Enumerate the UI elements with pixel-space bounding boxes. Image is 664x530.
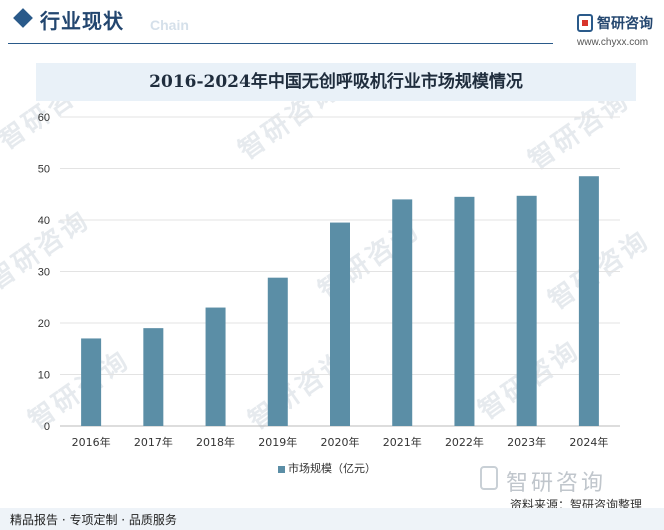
x-tick-label: 2016年 (72, 435, 111, 449)
x-tick-label: 2018年 (196, 435, 235, 449)
bar-chart: 0 10 20 30 40 50 60 2016年 2017年 2018年 2019年 2020年 20… (38, 112, 620, 449)
x-tick-label: 2023年 (507, 435, 546, 449)
y-tick-label: 10 (38, 370, 50, 382)
brand-logo-watermark: 智研咨询 (480, 465, 660, 496)
x-tick-label: 2021年 (383, 435, 422, 449)
x-tick-label: 2020年 (321, 435, 360, 449)
bar (330, 222, 350, 426)
brand-url: www.chyxx.com (577, 37, 649, 48)
bar (81, 338, 102, 426)
brand-logo: 智研咨询 www.chyxx.com (577, 12, 657, 52)
bar (143, 328, 164, 426)
footer-bar (0, 508, 664, 530)
brand-logo-icon (480, 466, 498, 490)
brand-name-large: 智研咨询 (506, 471, 607, 496)
x-tick-label: 2024年 (569, 435, 608, 449)
legend-label: 市场规模（亿元） (288, 462, 376, 475)
bar (516, 195, 537, 426)
bar (267, 277, 288, 426)
y-tick-label: 30 (38, 267, 50, 279)
header-divider (8, 43, 553, 44)
chart-title-band (36, 63, 636, 101)
bar (205, 307, 226, 426)
y-tick-label: 60 (38, 112, 50, 124)
chart-legend: 市场规模（亿元） (278, 460, 376, 476)
bar (454, 196, 475, 426)
bar (578, 176, 599, 426)
brand-name: 智研咨询 (597, 16, 653, 32)
y-tick-label: 20 (38, 318, 50, 330)
footer-tagline: 精品报告 · 专项定制 · 品质服务 (10, 513, 177, 527)
bar (392, 199, 413, 426)
brand-logo-icon (577, 14, 593, 32)
page-header: 行业现状 Chain (0, 0, 664, 48)
y-tick-label: 40 (38, 215, 50, 227)
y-tick-label: 50 (38, 164, 50, 176)
x-tick-label: 2019年 (258, 435, 297, 449)
legend-swatch (278, 465, 285, 473)
chart-title: 2016-2024年中国无创呼吸机行业市场规模情况 (149, 72, 523, 92)
x-tick-label: 2022年 (445, 435, 484, 449)
section-ghost-text: Chain (150, 17, 189, 33)
section-title: 行业现状 (40, 9, 124, 33)
y-tick-label: 0 (44, 421, 50, 433)
x-tick-label: 2017年 (134, 435, 173, 449)
